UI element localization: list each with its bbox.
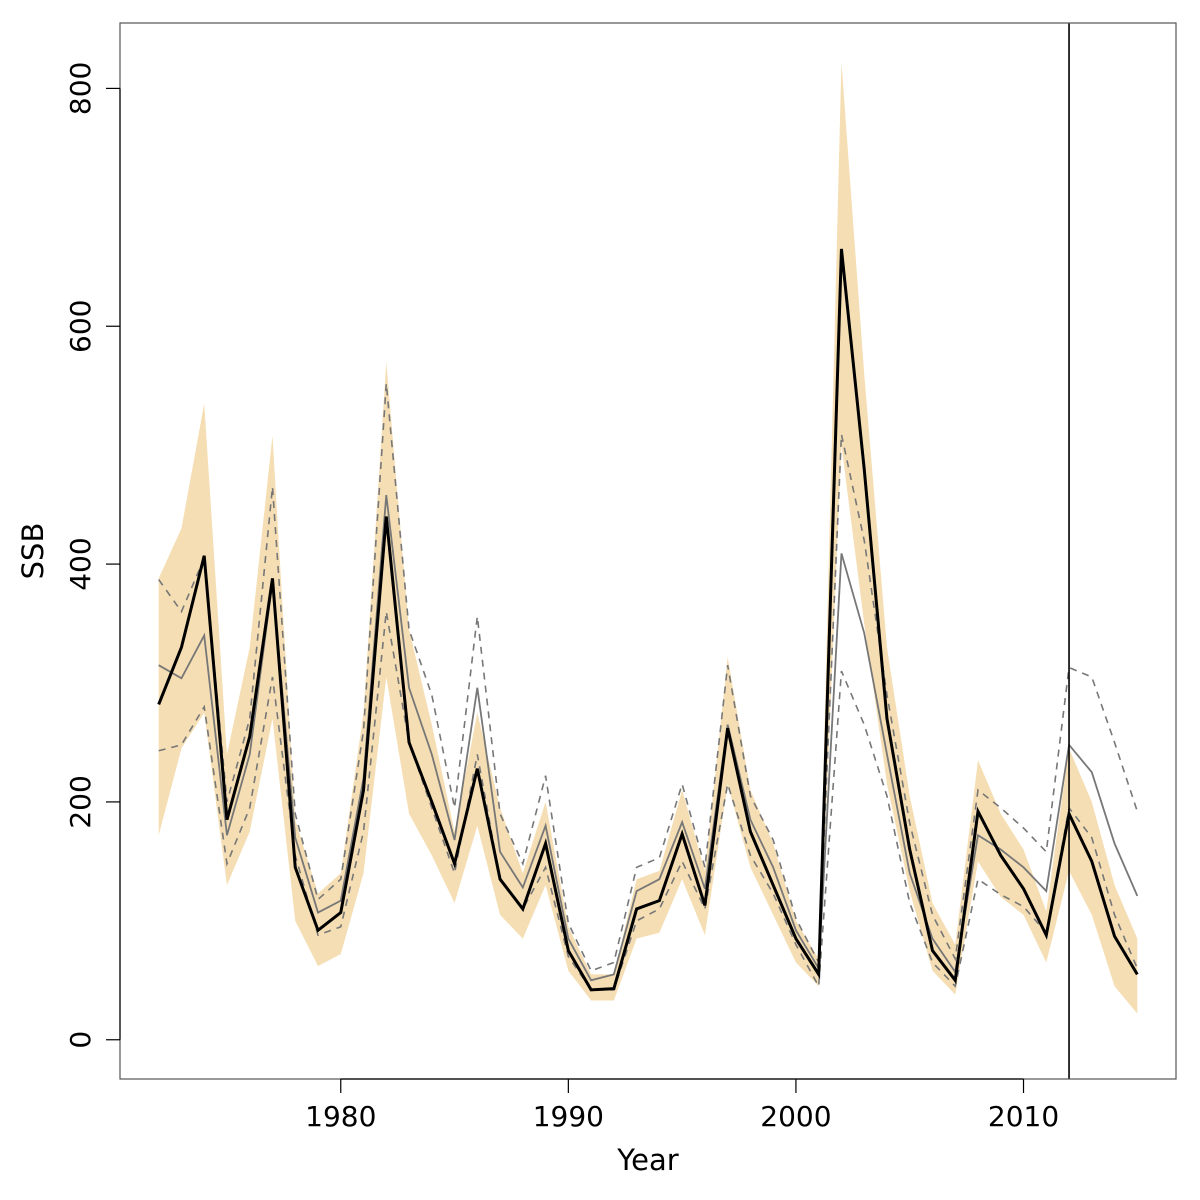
y-axis-label: SSB	[16, 523, 50, 580]
main-estimate-line	[157, 248, 1139, 992]
y-tick-label: 400	[64, 537, 97, 590]
ssb-interval-band	[158, 62, 1138, 1014]
axes: 1980 1990 2000 2010 0 200 400 600 800	[64, 62, 1059, 1133]
y-tick-label: 800	[64, 62, 97, 115]
grey-upper-dashed-line	[158, 383, 1139, 972]
x-tick-label: 1990	[533, 1100, 604, 1133]
y-tick-label: 600	[64, 300, 97, 353]
grey-estimate-line	[158, 495, 1139, 982]
x-axis-label: Year	[616, 1143, 678, 1177]
x-tick-label: 2000	[760, 1100, 831, 1133]
grey-lower-dashed-line	[158, 611, 1139, 991]
x-tick-label: 2010	[988, 1100, 1059, 1133]
x-tick-label: 1980	[305, 1100, 376, 1133]
series-lines	[157, 23, 1139, 1079]
confidence-band	[158, 62, 1138, 1014]
y-tick-label: 0	[64, 1031, 97, 1049]
y-tick-label: 200	[64, 775, 97, 828]
